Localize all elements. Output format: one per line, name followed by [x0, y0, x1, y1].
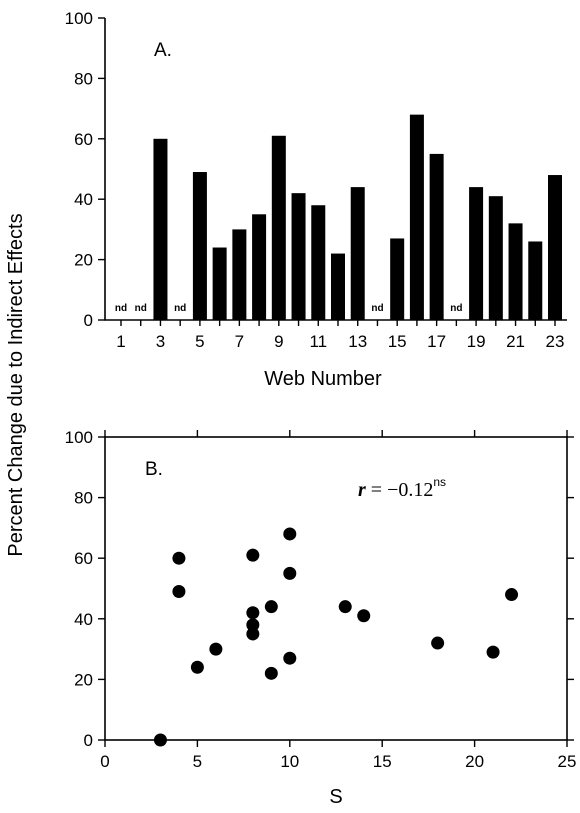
panel-b-point: [283, 566, 297, 580]
panel-a-y-tick-label: 20: [74, 251, 93, 270]
panel-a-bar: [469, 187, 484, 320]
panel-a-nd-label: nd: [174, 303, 186, 314]
panel-b-point: [338, 600, 352, 614]
panel-b-point: [246, 627, 260, 641]
panel-b-point: [283, 651, 297, 665]
y-axis-title: Percent Change due to Indirect Effects: [5, 213, 27, 556]
panel-b-point: [246, 606, 260, 620]
panel-b-x-tick-label: 20: [465, 752, 484, 771]
panel-a-x-tick-label: 19: [467, 332, 486, 351]
panel-b-y-tick-label: 20: [74, 670, 93, 689]
panel-a-bar: [192, 172, 207, 320]
panel-a-x-tick-label: 1: [116, 332, 125, 351]
panel-a-bar: [271, 135, 286, 320]
panel-a-x-tick-label: 9: [274, 332, 283, 351]
panel-a-x-tick-label: 13: [348, 332, 367, 351]
panel-a-x-tick-label: 23: [546, 332, 565, 351]
panel-a-nd-label: nd: [371, 303, 383, 314]
panel-a-bar: [488, 196, 503, 320]
panel-b-scatter-plot: B. r = −0.12ns S 0 20 40 60 80 100 0 5 10 15 20 25: [65, 428, 577, 808]
panel-a-x-tick-label: 3: [156, 332, 165, 351]
panel-a-bar: [350, 187, 365, 320]
panel-a-nd-label: nd: [450, 303, 462, 314]
panel-b-x-tick-label: 25: [558, 752, 577, 771]
panel-b-point: [209, 642, 223, 656]
panel-b-point: [153, 733, 167, 747]
panel-a-x-tick-label: 21: [506, 332, 525, 351]
panel-b-point: [264, 666, 278, 680]
panel-b-correlation-annotation: r = −0.12ns: [358, 475, 446, 501]
panel-b-point: [283, 527, 297, 541]
panel-a-label: A.: [154, 40, 172, 61]
panel-b-x-tick-label: 10: [280, 752, 299, 771]
panel-b-point: [486, 645, 500, 659]
panel-a-x-tick-label: 7: [235, 332, 244, 351]
panel-a-y-tick-label: 60: [74, 130, 93, 149]
panel-a-y-tick-label: 100: [65, 9, 93, 28]
panel-a-x-tick-label: 15: [388, 332, 407, 351]
panel-a-bar: [429, 153, 444, 320]
panel-b-y-tick-label: 60: [74, 549, 93, 568]
panel-a-x-tick-label: 5: [195, 332, 204, 351]
panel-a-bar: [153, 138, 168, 320]
panel-b-point: [172, 551, 186, 565]
panel-a-bar: [232, 229, 247, 320]
panel-b-point: [246, 548, 260, 562]
panel-a-bar: [212, 247, 227, 320]
panel-a-bar: [409, 114, 424, 320]
panel-b-point: [357, 609, 371, 623]
panel-a-bar: [548, 175, 562, 320]
panel-b-y-tick-label: 0: [84, 731, 93, 750]
panel-a-x-tick-label: 17: [427, 332, 446, 351]
panel-b-y-tick-label: 80: [74, 489, 93, 508]
panel-a-bar: [311, 205, 326, 320]
panel-b-x-tick-label: 0: [100, 752, 109, 771]
panel-a-nd-label: nd: [115, 303, 127, 314]
panel-b-point: [431, 636, 445, 650]
panel-b-point: [505, 588, 519, 602]
panel-b-plot-frame: [104, 436, 568, 741]
panel-b-label: B.: [145, 459, 163, 480]
panel-a-bar: [528, 241, 543, 320]
panel-b-x-axis-title: S: [329, 786, 342, 808]
panel-a-bar: [331, 253, 345, 320]
panel-a-bar: [291, 193, 306, 320]
panel-b-x-tick-label: 15: [373, 752, 392, 771]
panel-b-y-tick-label: 100: [65, 428, 93, 447]
panel-b-point: [264, 600, 278, 614]
panel-a-nd-label: nd: [135, 303, 147, 314]
panel-b-point: [246, 618, 260, 632]
panel-a-y-tick-label: 40: [74, 190, 93, 209]
panel-a-bar: [390, 238, 405, 320]
panel-a-bar: [252, 214, 267, 320]
panel-b-point: [190, 660, 204, 674]
panel-a-x-tick-label: 11: [309, 332, 327, 351]
panel-a-bar: [508, 223, 523, 320]
panel-a-x-axis-title: Web Number: [264, 368, 382, 390]
panel-b-x-tick-label: 5: [193, 752, 202, 771]
panel-a-y-tick-label: 0: [84, 311, 93, 330]
panel-b-y-tick-label: 40: [74, 610, 93, 629]
panel-a-y-tick-label: 80: [74, 69, 93, 88]
panel-b-point: [172, 585, 186, 599]
